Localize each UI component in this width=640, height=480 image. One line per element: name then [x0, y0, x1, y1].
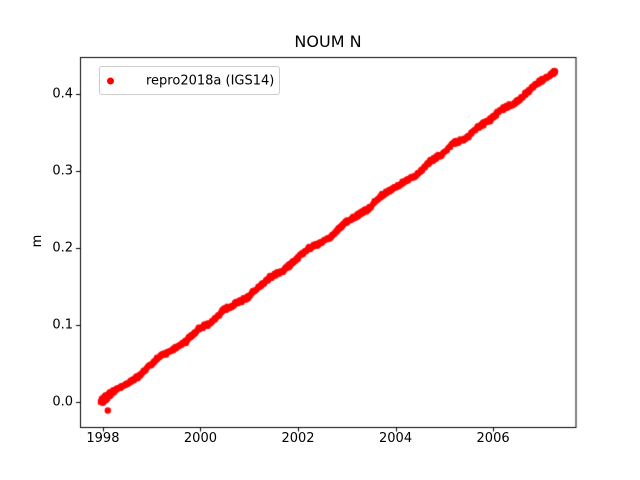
plot-area	[80, 58, 576, 428]
x-tick-label: 2000	[183, 431, 217, 446]
y-axis-label: m	[30, 234, 45, 248]
y-tick-label: 0.1	[52, 317, 73, 333]
chart-title: NOUM N	[294, 32, 362, 51]
legend-label: repro2018a (IGS14)	[146, 73, 275, 88]
y-tick-label: 0.0	[52, 394, 73, 410]
y-tick-label: 0.4	[52, 86, 73, 102]
x-tick-label: 1998	[86, 431, 120, 446]
x-tick-label: 2002	[281, 431, 315, 446]
x-tick-label: 2004	[379, 431, 413, 446]
legend-dot-icon	[107, 77, 114, 84]
y-tick-label: 0.3	[52, 163, 73, 179]
x-tick-label: 2006	[476, 431, 510, 446]
legend: repro2018a (IGS14)	[99, 66, 280, 95]
y-tick-label: 0.2	[52, 240, 73, 256]
